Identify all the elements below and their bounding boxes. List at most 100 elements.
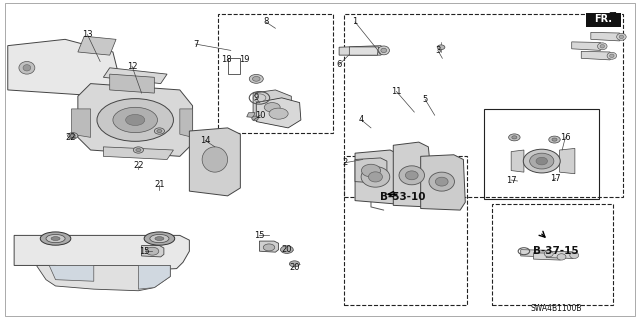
Ellipse shape (524, 149, 560, 173)
Ellipse shape (40, 232, 71, 245)
Polygon shape (78, 36, 116, 55)
Ellipse shape (136, 148, 141, 152)
Ellipse shape (435, 177, 448, 186)
Text: 5: 5 (422, 95, 428, 104)
Ellipse shape (399, 166, 424, 185)
Ellipse shape (369, 172, 383, 182)
Bar (492, 204, 613, 305)
Bar (344, 156, 467, 305)
Text: 6: 6 (337, 60, 342, 69)
Ellipse shape (548, 136, 560, 143)
Text: 20: 20 (289, 263, 300, 271)
Ellipse shape (202, 147, 228, 172)
Ellipse shape (155, 237, 164, 241)
Polygon shape (349, 47, 379, 55)
Polygon shape (534, 253, 561, 260)
Polygon shape (109, 74, 154, 93)
Text: 15: 15 (140, 247, 150, 256)
Polygon shape (521, 250, 548, 257)
Polygon shape (103, 147, 173, 160)
Polygon shape (103, 68, 167, 84)
Polygon shape (72, 109, 91, 137)
Ellipse shape (68, 133, 78, 139)
Polygon shape (559, 148, 575, 174)
Ellipse shape (530, 153, 554, 169)
Ellipse shape (616, 33, 626, 40)
Text: 16: 16 (560, 133, 571, 142)
Polygon shape (78, 84, 193, 156)
Ellipse shape (280, 246, 293, 253)
Polygon shape (138, 265, 170, 289)
Ellipse shape (46, 234, 65, 243)
Polygon shape (8, 39, 119, 96)
Bar (218, 14, 333, 133)
Polygon shape (246, 113, 255, 117)
Ellipse shape (509, 134, 520, 141)
Ellipse shape (23, 65, 31, 71)
Ellipse shape (154, 128, 164, 134)
Polygon shape (394, 142, 433, 207)
Ellipse shape (113, 107, 157, 133)
Text: 9: 9 (253, 93, 259, 102)
Ellipse shape (429, 172, 454, 191)
Text: B-53-10: B-53-10 (380, 192, 426, 203)
Text: 3: 3 (435, 46, 440, 55)
Text: SWA4B1100B: SWA4B1100B (531, 304, 582, 313)
Ellipse shape (150, 234, 169, 243)
Polygon shape (581, 51, 612, 60)
Text: 14: 14 (200, 136, 211, 145)
Ellipse shape (249, 74, 263, 83)
Polygon shape (14, 235, 189, 281)
Text: 10: 10 (255, 111, 266, 120)
Polygon shape (355, 158, 387, 183)
Ellipse shape (570, 252, 579, 258)
Ellipse shape (252, 77, 260, 81)
Ellipse shape (536, 157, 547, 165)
Text: 7: 7 (193, 40, 198, 48)
Ellipse shape (405, 171, 418, 180)
Polygon shape (189, 128, 241, 196)
Ellipse shape (97, 99, 173, 141)
Bar (344, 14, 623, 197)
Polygon shape (420, 155, 465, 210)
Ellipse shape (544, 250, 553, 257)
Ellipse shape (552, 138, 557, 141)
Text: 1: 1 (353, 18, 358, 26)
Ellipse shape (133, 147, 143, 153)
Text: 15: 15 (254, 231, 265, 240)
Text: B-37-15: B-37-15 (533, 246, 579, 256)
Polygon shape (591, 33, 621, 41)
Ellipse shape (607, 52, 616, 59)
Polygon shape (253, 90, 291, 122)
Polygon shape (572, 42, 602, 50)
Ellipse shape (381, 48, 387, 53)
Ellipse shape (619, 35, 623, 39)
Ellipse shape (289, 261, 300, 267)
Polygon shape (511, 150, 524, 172)
Text: 11: 11 (391, 87, 402, 96)
Ellipse shape (437, 45, 445, 50)
Ellipse shape (146, 247, 159, 255)
Text: 2: 2 (343, 158, 348, 167)
Ellipse shape (252, 116, 258, 121)
Ellipse shape (157, 130, 162, 133)
Polygon shape (339, 46, 384, 55)
Polygon shape (49, 265, 94, 281)
Text: 18: 18 (221, 56, 232, 64)
Ellipse shape (19, 62, 35, 74)
Ellipse shape (264, 103, 280, 112)
Ellipse shape (557, 254, 566, 260)
Ellipse shape (362, 164, 381, 177)
Text: 17: 17 (506, 175, 516, 185)
Polygon shape (256, 98, 301, 128)
Ellipse shape (263, 244, 275, 251)
Polygon shape (180, 109, 193, 137)
Bar (484, 109, 599, 199)
Ellipse shape (378, 46, 390, 55)
Ellipse shape (51, 237, 60, 241)
Polygon shape (546, 251, 574, 258)
Text: 19: 19 (239, 56, 250, 64)
Ellipse shape (269, 108, 288, 119)
Ellipse shape (598, 43, 607, 50)
Polygon shape (36, 265, 170, 291)
